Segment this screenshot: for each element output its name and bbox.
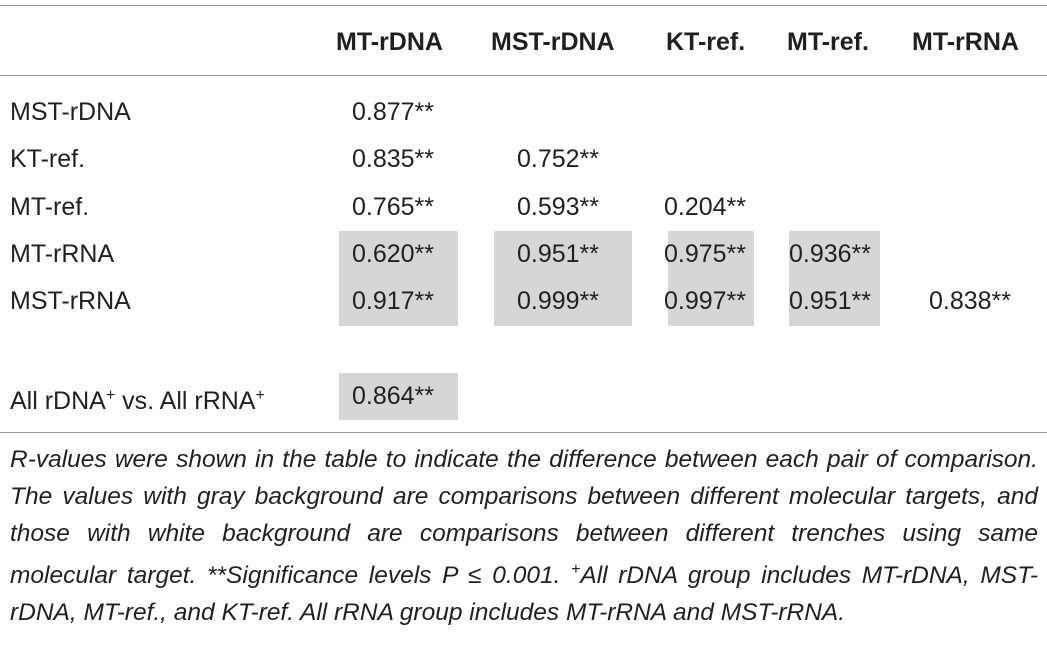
footnote-sup: + <box>571 561 581 579</box>
cell: 0.204** <box>664 193 747 221</box>
top-rule <box>0 5 1047 6</box>
column-header: MT-rRNA <box>912 28 1019 56</box>
shade <box>668 231 754 326</box>
shade <box>789 231 880 326</box>
row-label: KT-ref. <box>10 145 86 173</box>
label-part: All rDNA <box>10 387 106 415</box>
cell: 0.975** <box>664 240 747 268</box>
column-header: KT-ref. <box>666 28 746 56</box>
cell: 0.765** <box>352 193 435 221</box>
cell: 0.877** <box>352 98 435 126</box>
label-part: + <box>105 387 116 404</box>
cell: 0.835** <box>352 145 435 173</box>
row-label: MT-ref. <box>10 193 90 221</box>
row-label: MST-rRNA <box>10 287 131 315</box>
cell: 0.999** <box>517 287 600 315</box>
cell: 0.951** <box>789 287 872 315</box>
column-header: MT-ref. <box>787 28 869 56</box>
footnote-text: R-values were shown in the table to indi… <box>10 446 1038 590</box>
cell: 0.864** <box>352 382 435 410</box>
row-label: MST-rDNA <box>10 98 131 126</box>
cell: 0.752** <box>517 145 600 173</box>
cell: 0.997** <box>664 287 747 315</box>
header-rule <box>0 75 1047 76</box>
cell: 0.620** <box>352 240 435 268</box>
column-header: MT-rDNA <box>336 28 443 56</box>
footnote: R-values were shown in the table to indi… <box>10 442 1038 632</box>
shade <box>494 231 632 326</box>
cell: 0.936** <box>789 240 872 268</box>
column-header: MST-rDNA <box>491 28 615 56</box>
label-part: + <box>255 387 265 404</box>
row-label: MT-rRNA <box>10 240 115 268</box>
cell: 0.593** <box>517 193 600 221</box>
shade <box>339 373 458 420</box>
row-label: All rDNA+ vs. All rRNA+ <box>10 381 265 416</box>
footnote-text: All rDNA group includes MT-rDNA, MST-rDN… <box>10 562 1038 627</box>
cell: 0.951** <box>517 240 600 268</box>
cell: 0.838** <box>929 287 1012 315</box>
label-part: vs. All rRNA <box>115 387 256 415</box>
bottom-rule <box>0 432 1047 433</box>
shade <box>339 231 458 326</box>
cell: 0.917** <box>352 287 435 315</box>
